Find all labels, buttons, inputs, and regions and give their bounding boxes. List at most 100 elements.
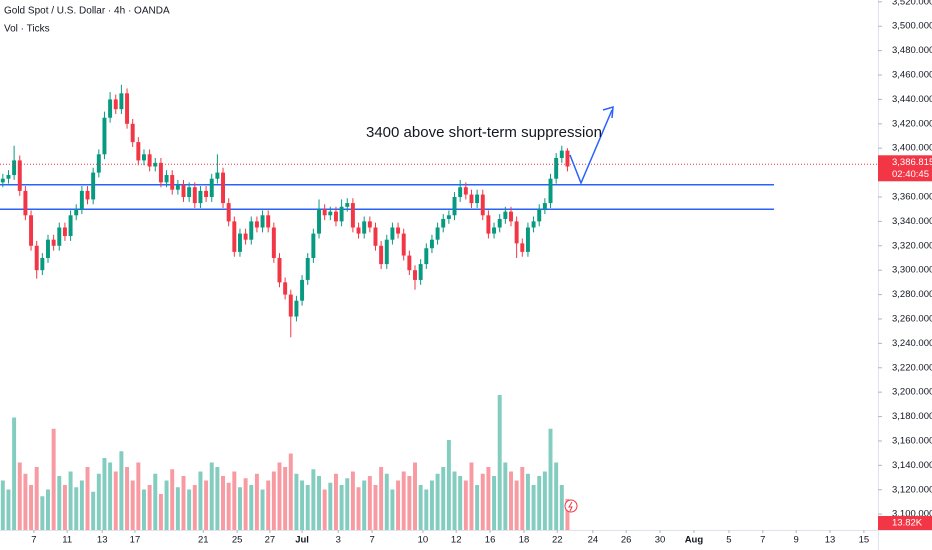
candle-body xyxy=(108,99,113,118)
y-tick-label: 3,340.000 xyxy=(892,216,932,227)
candle-body xyxy=(300,279,305,301)
volume-bar xyxy=(158,494,163,530)
y-tick-label: 3,140.000 xyxy=(892,460,932,471)
x-tick-label: 5 xyxy=(726,535,731,546)
y-tick-label: 3,280.000 xyxy=(892,289,932,300)
volume-bar xyxy=(396,480,401,530)
candle-body xyxy=(294,300,299,317)
candle-body xyxy=(554,157,559,179)
volume-bar xyxy=(452,471,457,530)
last-price-badge xyxy=(878,155,932,182)
candle-body xyxy=(62,227,67,237)
candle-body xyxy=(125,93,130,124)
volume-bar xyxy=(68,471,73,530)
candle-body xyxy=(390,227,395,240)
volume-bar xyxy=(153,473,158,530)
candle-body xyxy=(305,257,310,280)
volume-bar xyxy=(497,395,502,530)
candle-body xyxy=(204,190,209,197)
y-tick-label: 3,460.000 xyxy=(892,70,932,81)
alert-icon[interactable] xyxy=(564,499,578,513)
volume-bar xyxy=(204,480,209,530)
x-tick-label: 10 xyxy=(418,535,429,546)
volume-bar xyxy=(226,482,231,530)
last-price-label: 3,386.815 xyxy=(892,157,932,168)
x-tick-label: 7 xyxy=(760,535,765,546)
candle-body xyxy=(401,233,406,256)
volume-bar xyxy=(79,480,84,530)
volume-bar xyxy=(486,467,491,530)
candle-body xyxy=(458,187,463,197)
volume-bar xyxy=(503,462,508,530)
volume-bar xyxy=(288,453,293,530)
alert-bolt xyxy=(568,501,573,512)
volume-bar xyxy=(413,462,417,530)
y-tick-label: 3,160.000 xyxy=(892,435,932,446)
volume-bar xyxy=(322,489,327,530)
candle-body xyxy=(198,190,203,204)
candle-body xyxy=(509,211,513,222)
volume-bar xyxy=(542,471,547,530)
volume-bar xyxy=(373,485,378,530)
x-tick-label: 9 xyxy=(793,535,798,546)
volume-bar xyxy=(125,467,130,530)
volume-bar xyxy=(232,471,237,530)
candle-body xyxy=(548,178,553,204)
candle-body xyxy=(142,154,146,161)
volume-bar xyxy=(113,471,118,530)
volume-bar xyxy=(367,476,372,530)
candle-body xyxy=(237,233,242,252)
candle-body xyxy=(79,190,84,210)
candle-body xyxy=(254,221,259,228)
volume-bar xyxy=(548,428,553,530)
candle-body xyxy=(565,150,570,167)
candle-body xyxy=(463,187,468,195)
volume-bar xyxy=(147,485,152,530)
candle-body xyxy=(119,93,124,110)
y-tick-label: 3,120.000 xyxy=(892,484,932,495)
candle-body xyxy=(40,257,45,271)
volume-bar xyxy=(469,462,474,530)
volume-bar xyxy=(328,482,333,530)
volume-bar xyxy=(311,469,316,530)
volume-bar xyxy=(480,473,485,530)
volume-bar xyxy=(537,476,542,530)
candle-body xyxy=(333,211,338,222)
volume-bar xyxy=(23,473,28,530)
volume-bar xyxy=(345,478,350,530)
candle-body xyxy=(497,218,502,228)
candle-body xyxy=(396,227,401,234)
volume-bar xyxy=(142,489,146,530)
candle-body xyxy=(429,239,434,249)
volume-bar xyxy=(525,473,530,530)
x-tick-label: Jul xyxy=(295,535,309,546)
candle-body xyxy=(328,211,333,216)
y-tick-label: 3,420.000 xyxy=(892,118,932,129)
volume-bar xyxy=(243,478,248,530)
volume-bar xyxy=(91,491,96,530)
candle-body xyxy=(46,239,50,258)
candle-body xyxy=(102,117,107,155)
volume-bar xyxy=(40,496,45,530)
candle-body xyxy=(181,184,186,197)
candle-body xyxy=(384,239,389,265)
y-tick-label: 3,260.000 xyxy=(892,313,932,324)
candle-body xyxy=(531,221,536,228)
volume-bar xyxy=(317,476,321,530)
volume-bar xyxy=(514,480,519,530)
volume-bar xyxy=(6,489,11,530)
volume-bar xyxy=(136,462,141,530)
candle-body xyxy=(85,190,90,200)
countdown-label: 02:40:45 xyxy=(892,169,929,180)
volume-bar xyxy=(463,480,468,530)
candle-body xyxy=(379,245,384,265)
y-tick-label: 3,200.000 xyxy=(892,387,932,398)
candle-body xyxy=(311,233,316,258)
candle-body xyxy=(0,178,5,183)
candle-body xyxy=(266,215,271,228)
x-tick-label: 21 xyxy=(198,535,209,546)
candle-body xyxy=(559,150,564,158)
x-tick-label: 13 xyxy=(97,535,108,546)
volume-bar xyxy=(446,440,451,530)
